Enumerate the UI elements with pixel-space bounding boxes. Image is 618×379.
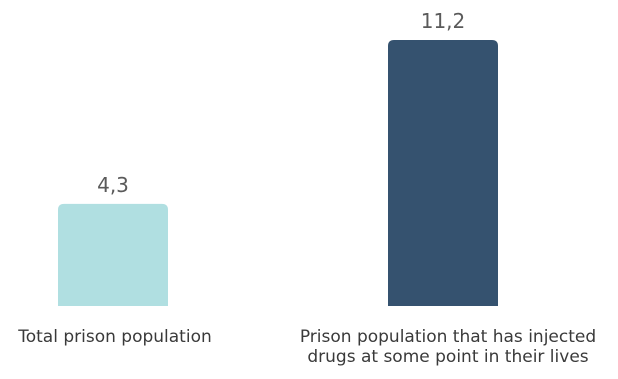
category-label-1-line-0: Prison population that has injected xyxy=(300,327,596,347)
bar-value-label-0: 4,3 xyxy=(97,173,129,197)
category-label-1-line-1: drugs at some point in their lives xyxy=(307,347,588,367)
bar-value-label-1: 11,2 xyxy=(421,9,466,33)
category-label-0-line-0: Total prison population xyxy=(17,327,212,347)
bar-0 xyxy=(58,203,168,306)
bar-1 xyxy=(388,40,498,306)
